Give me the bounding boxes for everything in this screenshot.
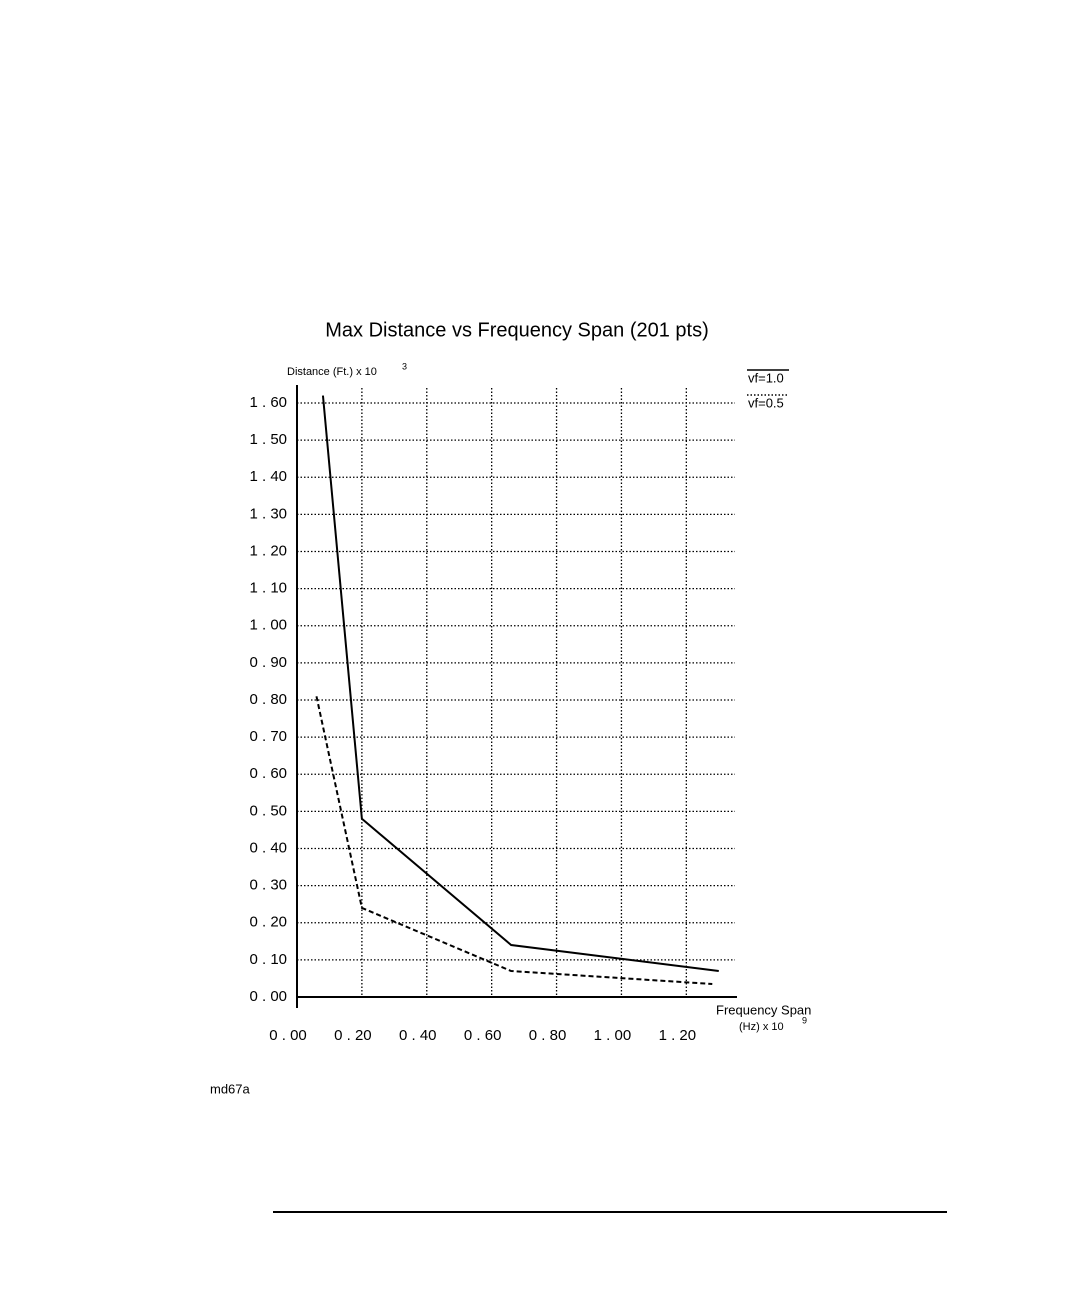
legend-label: vf=1.0 (748, 370, 784, 385)
chart-title: Max Distance vs Frequency Span (201 pts) (325, 319, 709, 341)
y-tick-label: 0 . 20 (249, 914, 287, 931)
x-axis-label: Frequency Span (716, 1002, 811, 1017)
x-tick-label: 0 . 80 (529, 1027, 567, 1044)
y-tick-label: 1 . 40 (249, 468, 287, 485)
x-tick-label: 0 . 60 (464, 1027, 502, 1044)
y-tick-label: 1 . 60 (249, 394, 287, 411)
y-tick-label: 0 . 50 (249, 802, 287, 819)
y-tick-label: 1 . 00 (249, 617, 287, 634)
x-tick-label: 0 . 40 (399, 1027, 437, 1044)
y-tick-label: 1 . 20 (249, 542, 287, 559)
legend-label: vf=0.5 (748, 395, 784, 410)
y-tick-label: 0 . 90 (249, 654, 287, 671)
y-tick-label: 0 . 40 (249, 839, 287, 856)
x-axis-units: (Hz) x 10 (739, 1021, 784, 1033)
y-tick-label: 0 . 80 (249, 691, 287, 708)
y-tick-label: 0 . 30 (249, 877, 287, 894)
y-tick-label: 0 . 10 (249, 951, 287, 968)
series-line (315, 696, 713, 986)
y-tick-label: 0 . 70 (249, 728, 287, 745)
y-axis-exponent: 3 (402, 361, 407, 371)
figure-id: md67a (210, 1081, 251, 1096)
series-line (321, 395, 719, 973)
x-axis-exponent: 9 (802, 1015, 807, 1025)
x-tick-label: 1 . 20 (659, 1027, 697, 1044)
x-tick-label: 0 . 20 (334, 1027, 372, 1044)
y-tick-label: 1 . 10 (249, 580, 287, 597)
x-tick-label: 0 . 00 (269, 1027, 307, 1044)
x-tick-label: 1 . 00 (594, 1027, 632, 1044)
y-tick-label: 0 . 00 (249, 988, 287, 1005)
y-tick-label: 1 . 30 (249, 505, 287, 522)
y-axis-label: Distance (Ft.) x 10 (287, 366, 377, 378)
y-tick-label: 1 . 50 (249, 431, 287, 448)
y-tick-label: 0 . 60 (249, 765, 287, 782)
